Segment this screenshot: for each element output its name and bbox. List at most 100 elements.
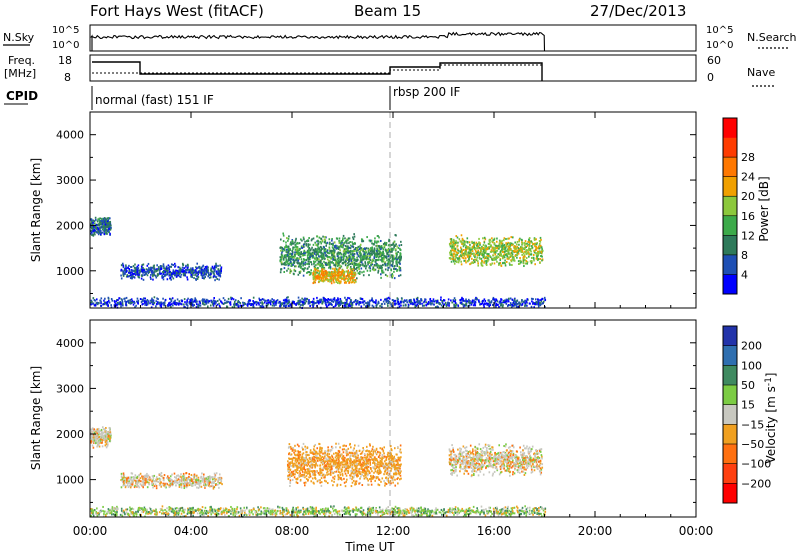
power-echo-cell (201, 299, 203, 302)
power-echo-cell (169, 301, 171, 304)
power-echo-cell (390, 264, 393, 267)
power-echo-cell (116, 298, 118, 301)
power-echo-cell (359, 301, 362, 304)
power-echo-cell (102, 303, 105, 306)
power-echo-cell (218, 274, 221, 277)
power-echo-cell (157, 268, 160, 271)
velocity-echo-cell (91, 430, 93, 433)
power-echo-cell (489, 304, 492, 307)
power-echo-cell (320, 246, 323, 249)
power-echo-cell (337, 269, 340, 272)
power-echo-cell (363, 300, 366, 303)
power-echo-cell (537, 250, 539, 253)
power-echo-cell (405, 299, 408, 302)
power-echo-cell (483, 257, 486, 260)
power-echo-cell (376, 247, 378, 250)
power-echo-cell (347, 269, 350, 272)
power-echo-cell (313, 276, 315, 279)
power-echo-cell (479, 243, 481, 246)
power-echo-cell (472, 245, 474, 248)
power-echo-cell (419, 301, 421, 304)
velocity-echo-cell (94, 437, 97, 440)
power-echo-cell (498, 247, 500, 250)
velocity-echo-cell (96, 434, 98, 437)
power-echo-cell (98, 217, 101, 220)
power-echo-cell (391, 243, 393, 246)
velocity-echo-cell (209, 476, 212, 479)
power-echo-cell (128, 301, 131, 304)
power-echo-cell (327, 298, 330, 301)
power-echo-cell (299, 238, 302, 241)
power-echo-cell (390, 275, 393, 278)
power-echo-cell (152, 266, 155, 269)
power-echo-cell (184, 306, 186, 309)
power-echo-cell (333, 258, 336, 261)
velocity-echo-cell (196, 482, 198, 485)
power-echo-cell (324, 239, 327, 242)
power-echo-cell (91, 220, 93, 223)
power-echo-cell (156, 302, 158, 305)
power-echo-cell (540, 251, 543, 254)
power-echo-cell (203, 303, 205, 306)
power-echo-cell (432, 298, 435, 301)
power-echo-cell (324, 269, 327, 272)
power-echo-cell (444, 301, 447, 304)
power-echo-cell (294, 253, 296, 256)
power-echo-cell (346, 242, 348, 245)
power-echo-cell (423, 304, 425, 307)
power-echo-cell (328, 266, 330, 269)
power-echo-cell (136, 270, 139, 273)
power-echo-cell (416, 296, 419, 299)
power-echo-cell (170, 273, 173, 276)
power-echo-cell (373, 253, 376, 256)
power-echo-cell (529, 253, 531, 256)
power-echo-cell (221, 302, 224, 305)
power-echo-cell (490, 301, 493, 304)
power-echo-cell (476, 243, 479, 246)
noise-tick-left-bottom: 10^0 (52, 40, 79, 51)
power-echo-cell (485, 248, 488, 251)
power-echo-cell (541, 248, 543, 251)
power-echo-cell (530, 253, 533, 256)
power-echo-cell (309, 253, 312, 256)
power-echo-cell (533, 249, 536, 252)
power-echo-cell (396, 253, 398, 256)
velocity-echo-cell (93, 439, 96, 442)
power-echo-cell (471, 261, 473, 264)
power-echo-cell (190, 275, 192, 278)
velocity-echo-cell (105, 429, 108, 432)
power-echo-cell (134, 273, 137, 276)
power-echo-cell (501, 242, 504, 245)
power-echo-cell (310, 252, 313, 255)
velocity-echo-cell (107, 431, 109, 434)
power-echo-cell (130, 275, 133, 278)
power-echo-cell (347, 256, 349, 259)
power-echo-cell (532, 256, 535, 259)
power-echo-cell (373, 252, 375, 255)
power-echo-cell (154, 270, 156, 273)
power-echo-cell (332, 298, 335, 301)
power-echo-cell (108, 226, 111, 229)
power-echo-cell (190, 270, 192, 273)
power-echo-cell (217, 274, 220, 277)
power-echo-cell (473, 299, 475, 302)
velocity-echo-cell (108, 432, 111, 435)
power-echo-cell (525, 257, 528, 260)
power-echo-cell (373, 250, 376, 253)
power-echo-cell (400, 240, 402, 243)
power-echo-cell (510, 303, 512, 306)
power-echo-cell (358, 267, 360, 270)
power-echo-cell (263, 301, 266, 304)
power-echo-cell (109, 224, 111, 227)
power-echo-cell (345, 305, 347, 308)
power-echo-cell (394, 303, 396, 306)
power-echo-cell (346, 270, 349, 273)
power-echo-cell (377, 259, 379, 262)
power-echo-cell (362, 240, 365, 243)
power-echo-cell (300, 251, 303, 254)
power-echo-cell (334, 246, 337, 249)
power-echo-cell (126, 269, 128, 272)
power-echo-cell (308, 263, 310, 266)
power-echo-cell (342, 262, 345, 265)
power-echo-cell (303, 258, 306, 261)
